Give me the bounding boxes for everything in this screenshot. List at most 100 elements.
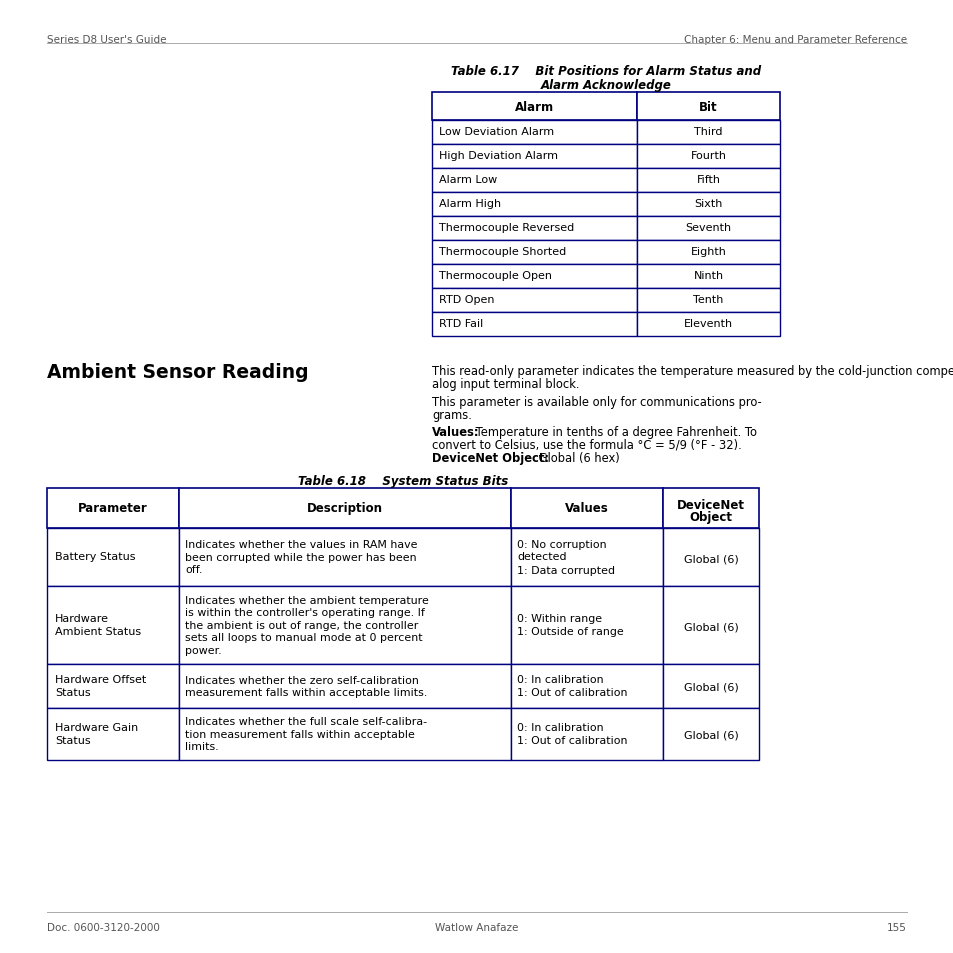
Text: Global (6): Global (6) — [683, 682, 738, 692]
Text: Table 6.18    System Status Bits: Table 6.18 System Status Bits — [297, 475, 508, 488]
Text: Status: Status — [55, 687, 91, 698]
Bar — [432, 92, 637, 121]
Text: 1: Data corrupted: 1: Data corrupted — [517, 565, 615, 575]
Text: Description: Description — [307, 501, 382, 515]
Bar — [47, 708, 179, 760]
Bar — [637, 92, 780, 121]
Text: Global (6 hex): Global (6 hex) — [535, 452, 619, 464]
Text: Battery Status: Battery Status — [55, 552, 135, 562]
Text: Eleventh: Eleventh — [683, 318, 732, 329]
Bar — [637, 289, 780, 313]
Bar — [662, 529, 759, 586]
Text: the ambient is out of range, the controller: the ambient is out of range, the control… — [185, 620, 418, 630]
Text: Global (6): Global (6) — [683, 621, 738, 631]
Text: This parameter is available only for communications pro-: This parameter is available only for com… — [432, 395, 760, 409]
Text: 1: Out of calibration: 1: Out of calibration — [517, 735, 627, 745]
Text: detected: detected — [517, 552, 566, 562]
Text: Doc. 0600-3120-2000: Doc. 0600-3120-2000 — [47, 923, 160, 932]
Bar — [432, 313, 637, 336]
Text: Ninth: Ninth — [693, 271, 722, 281]
Bar — [637, 216, 780, 241]
Text: measurement falls within acceptable limits.: measurement falls within acceptable limi… — [185, 687, 427, 698]
Text: power.: power. — [185, 645, 221, 655]
Text: High Deviation Alarm: High Deviation Alarm — [438, 151, 558, 161]
Text: off.: off. — [185, 565, 202, 575]
Bar — [47, 489, 179, 529]
Bar — [637, 313, 780, 336]
Bar — [511, 529, 662, 586]
Bar — [432, 289, 637, 313]
Text: Values:: Values: — [432, 426, 479, 438]
Text: limits.: limits. — [185, 741, 218, 752]
Bar — [637, 265, 780, 289]
Text: Temperature in tenths of a degree Fahrenheit. To: Temperature in tenths of a degree Fahren… — [472, 426, 757, 438]
Text: Fourth: Fourth — [690, 151, 726, 161]
Bar — [432, 145, 637, 169]
Text: Indicates whether the full scale self-calibra-: Indicates whether the full scale self-ca… — [185, 717, 427, 726]
Bar — [432, 193, 637, 216]
Bar — [179, 489, 511, 529]
Text: tion measurement falls within acceptable: tion measurement falls within acceptable — [185, 729, 415, 739]
Bar — [511, 664, 662, 708]
Bar — [179, 664, 511, 708]
Text: Watlow Anafaze: Watlow Anafaze — [435, 923, 518, 932]
Text: Alarm High: Alarm High — [438, 199, 500, 209]
Bar — [511, 708, 662, 760]
Bar — [637, 145, 780, 169]
Text: 0: Within range: 0: Within range — [517, 614, 601, 623]
Bar — [637, 121, 780, 145]
Text: Object: Object — [689, 511, 732, 523]
Text: Ambient Status: Ambient Status — [55, 626, 141, 637]
Text: Tenth: Tenth — [693, 294, 723, 305]
Text: Thermocouple Open: Thermocouple Open — [438, 271, 552, 281]
Text: is within the controller's operating range. If: is within the controller's operating ran… — [185, 608, 424, 618]
Text: Thermocouple Reversed: Thermocouple Reversed — [438, 223, 574, 233]
Bar — [637, 241, 780, 265]
Bar — [637, 193, 780, 216]
Bar — [662, 586, 759, 664]
Text: sets all loops to manual mode at 0 percent: sets all loops to manual mode at 0 perce… — [185, 633, 422, 642]
Bar — [47, 664, 179, 708]
Text: 0: In calibration: 0: In calibration — [517, 675, 603, 684]
Bar — [47, 586, 179, 664]
Text: Third: Third — [694, 127, 722, 137]
Bar — [662, 664, 759, 708]
Text: Parameter: Parameter — [78, 501, 148, 515]
Text: grams.: grams. — [432, 409, 472, 421]
Text: Chapter 6: Menu and Parameter Reference: Chapter 6: Menu and Parameter Reference — [683, 35, 906, 45]
Text: Series D8 User's Guide: Series D8 User's Guide — [47, 35, 167, 45]
Bar — [662, 708, 759, 760]
Bar — [179, 586, 511, 664]
Text: Global (6): Global (6) — [683, 554, 738, 563]
Text: Indicates whether the ambient temperature: Indicates whether the ambient temperatur… — [185, 595, 429, 605]
Text: Hardware Offset: Hardware Offset — [55, 675, 146, 684]
Text: DeviceNet: DeviceNet — [677, 498, 744, 512]
Text: Bit: Bit — [699, 101, 717, 113]
Text: Alarm Acknowledge: Alarm Acknowledge — [540, 79, 671, 91]
Text: 1: Out of calibration: 1: Out of calibration — [517, 687, 627, 698]
Text: 1: Outside of range: 1: Outside of range — [517, 626, 623, 637]
Bar — [179, 529, 511, 586]
Bar — [511, 586, 662, 664]
Text: Eighth: Eighth — [690, 247, 725, 256]
Text: alog input terminal block.: alog input terminal block. — [432, 377, 578, 391]
Text: been corrupted while the power has been: been corrupted while the power has been — [185, 552, 416, 562]
Bar — [179, 708, 511, 760]
Text: Indicates whether the zero self-calibration: Indicates whether the zero self-calibrat… — [185, 675, 418, 685]
Text: This read-only parameter indicates the temperature measured by the cold-junction: This read-only parameter indicates the t… — [432, 365, 953, 377]
Text: RTD Open: RTD Open — [438, 294, 494, 305]
Text: Alarm Low: Alarm Low — [438, 174, 497, 185]
Text: Hardware: Hardware — [55, 614, 109, 623]
Text: Low Deviation Alarm: Low Deviation Alarm — [438, 127, 554, 137]
Text: Sixth: Sixth — [694, 199, 722, 209]
Text: Fifth: Fifth — [696, 174, 720, 185]
Text: RTD Fail: RTD Fail — [438, 318, 483, 329]
Text: Table 6.17    Bit Positions for Alarm Status and: Table 6.17 Bit Positions for Alarm Statu… — [451, 65, 760, 78]
Text: DeviceNet Object:: DeviceNet Object: — [432, 452, 548, 464]
Text: 0: In calibration: 0: In calibration — [517, 722, 603, 732]
Text: Thermocouple Shorted: Thermocouple Shorted — [438, 247, 566, 256]
Bar — [432, 169, 637, 193]
Text: Alarm: Alarm — [515, 101, 554, 113]
Text: Global (6): Global (6) — [683, 730, 738, 740]
Text: convert to Celsius, use the formula °C = 5/9 (°F - 32).: convert to Celsius, use the formula °C =… — [432, 438, 741, 452]
